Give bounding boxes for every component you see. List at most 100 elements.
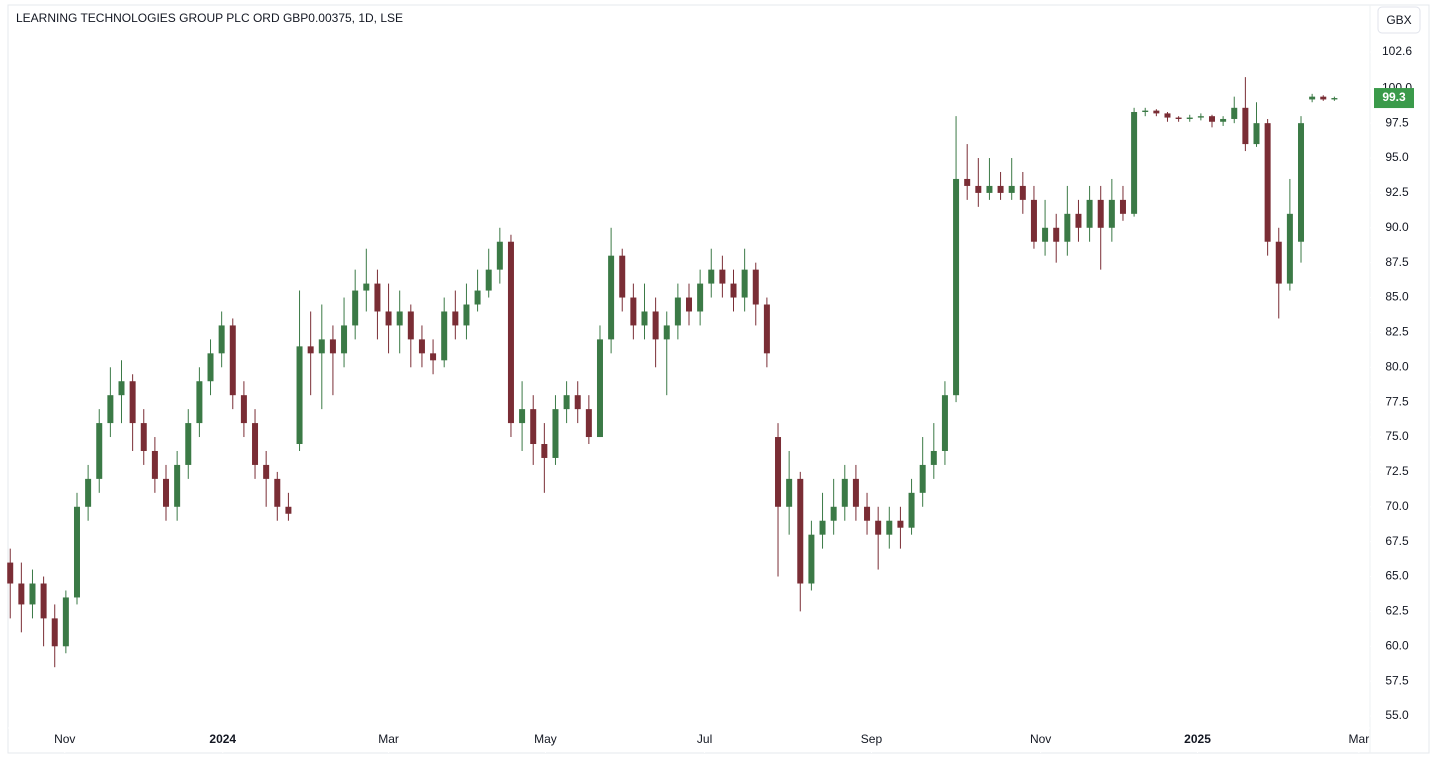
- candle-body: [574, 395, 581, 410]
- candle-body: [1131, 111, 1138, 214]
- candle-body: [452, 311, 459, 326]
- x-tick-label: 2024: [209, 732, 236, 746]
- candle-body: [1142, 110, 1149, 112]
- chart-frame: [7, 4, 1430, 754]
- candle-body: [1019, 185, 1026, 200]
- candle-body: [174, 464, 181, 507]
- candle-body: [252, 423, 259, 465]
- candle-body: [1008, 185, 1015, 193]
- y-tick-label: 82.5: [1385, 325, 1409, 339]
- x-tick-label: Nov: [1030, 732, 1051, 746]
- candle-body: [40, 583, 47, 619]
- x-tick-label: 2025: [1184, 732, 1211, 746]
- candle-body: [819, 520, 826, 535]
- y-tick-label: 55.0: [1385, 708, 1409, 722]
- candle-body: [1064, 213, 1071, 242]
- candle-body: [73, 506, 80, 598]
- candle-body: [663, 325, 670, 340]
- candle-body: [585, 409, 592, 438]
- candle-body: [1119, 199, 1126, 214]
- candle-body: [841, 478, 848, 507]
- candle-body: [151, 450, 158, 479]
- candle-body: [1298, 123, 1305, 242]
- candle-body: [1075, 213, 1082, 228]
- candle-body: [1309, 96, 1316, 100]
- candle-body: [1264, 123, 1271, 242]
- candle-body: [1231, 107, 1238, 119]
- candle-body: [930, 450, 937, 465]
- candle-body: [18, 583, 25, 605]
- candle-body: [430, 353, 437, 361]
- x-tick-label: Mar: [378, 732, 399, 746]
- candle-body: [908, 492, 915, 528]
- y-tick-label: 77.5: [1385, 394, 1409, 408]
- candle-body: [552, 409, 559, 458]
- candle-body: [1175, 117, 1182, 119]
- candle-body: [741, 269, 748, 298]
- x-tick-label: Mar: [1349, 732, 1370, 746]
- candle-body: [441, 311, 448, 361]
- candle-body: [775, 437, 782, 507]
- candle-body: [686, 297, 692, 312]
- candle-body: [374, 283, 381, 312]
- candle-body: [986, 185, 993, 193]
- candle-body: [185, 423, 192, 465]
- y-tick-label: 85.0: [1385, 290, 1409, 304]
- currency-label[interactable]: GBX: [1386, 13, 1411, 27]
- candle-body: [118, 381, 125, 396]
- candle-body: [140, 423, 147, 451]
- candle-body: [196, 381, 203, 424]
- y-tick-label: 97.5: [1385, 115, 1409, 129]
- last-price-label: 99.3: [1382, 90, 1406, 104]
- candle-body: [864, 506, 871, 521]
- candle-body: [1320, 96, 1327, 100]
- currency-button[interactable]: GBX: [1377, 6, 1421, 34]
- candle-body: [207, 353, 214, 382]
- candle-body: [263, 464, 270, 479]
- candle-body: [1164, 113, 1171, 118]
- candle-body: [619, 255, 626, 298]
- y-tick-label: 67.5: [1385, 534, 1409, 548]
- candle-body: [997, 185, 1004, 193]
- candle-body: [474, 290, 481, 305]
- candle-body: [274, 478, 281, 507]
- y-tick-label: 102.6: [1382, 44, 1412, 58]
- y-tick-label: 62.5: [1385, 604, 1409, 618]
- currency-button-box[interactable]: [1377, 6, 1421, 34]
- candle-body: [407, 311, 414, 340]
- candle-body: [352, 290, 359, 326]
- candle-body: [708, 269, 715, 284]
- candle-body: [1220, 118, 1227, 122]
- candle-body: [530, 409, 537, 445]
- last-price-box: [1374, 88, 1414, 109]
- candle-body: [1053, 227, 1060, 242]
- candle-body: [652, 311, 659, 340]
- candle-body: [830, 506, 837, 521]
- candle-body: [541, 444, 548, 458]
- candle-body: [641, 311, 648, 326]
- candle-body: [886, 520, 893, 535]
- y-tick-label: 80.0: [1385, 359, 1409, 373]
- y-tick-label: 57.5: [1385, 673, 1409, 687]
- y-tick-label: 72.5: [1385, 464, 1409, 478]
- candle-body: [1286, 213, 1293, 284]
- candle-body: [240, 395, 247, 424]
- candle-body: [1208, 116, 1215, 122]
- y-tick-label: 65.0: [1385, 569, 1409, 583]
- candle-body: [1242, 107, 1249, 145]
- y-tick-label: 70.0: [1385, 499, 1409, 513]
- candle-body: [1153, 110, 1160, 114]
- candle-body: [1186, 117, 1193, 119]
- candle-body: [296, 346, 303, 445]
- x-tick-label: Sep: [861, 732, 883, 746]
- candle-body: [341, 325, 348, 354]
- candle-body: [674, 297, 681, 326]
- candle-body: [62, 597, 69, 647]
- candle-body: [730, 283, 737, 298]
- candle-body: [1042, 227, 1049, 242]
- candle-body: [919, 464, 926, 493]
- candle-body: [107, 395, 114, 424]
- candle-body: [875, 520, 882, 535]
- candle-body: [1253, 123, 1260, 145]
